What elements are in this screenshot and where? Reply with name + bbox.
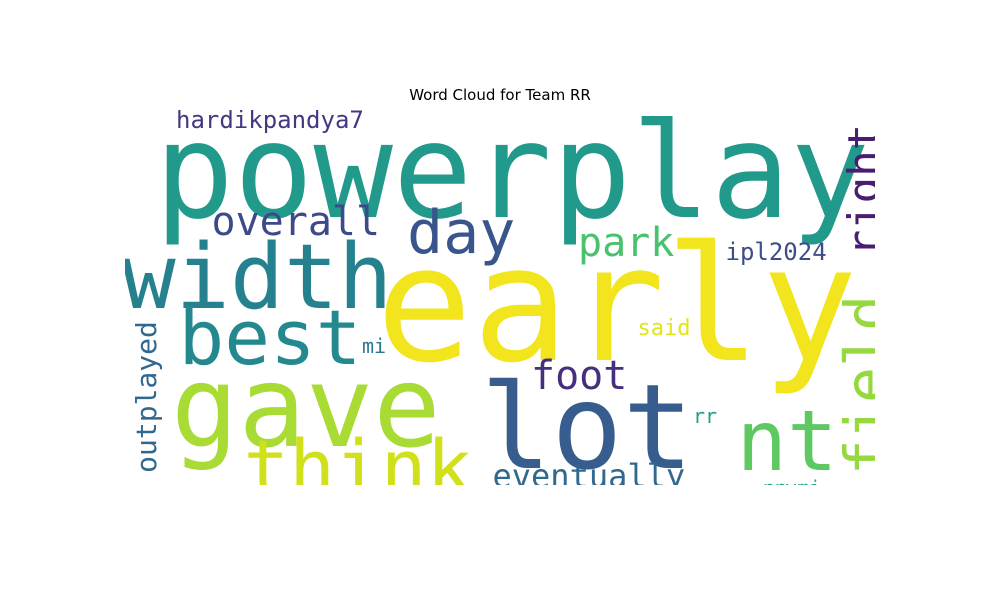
- word-cloud: powerplay early width gave lot best thin…: [125, 110, 875, 485]
- word-best: best: [178, 293, 362, 382]
- word-right: right: [839, 123, 875, 257]
- word-think: think: [243, 423, 473, 486]
- word-ipl2024: ipl2024: [725, 238, 827, 266]
- word-width: width: [125, 225, 393, 330]
- word-said: said: [637, 316, 691, 341]
- word-eventually: eventually: [492, 457, 686, 485]
- word-overall: overall: [211, 199, 381, 245]
- word-rr: rr: [693, 404, 718, 428]
- chart-title: Word Cloud for Team RR: [409, 86, 591, 104]
- word-park: park: [578, 220, 675, 266]
- word-early: early: [376, 211, 858, 398]
- word-nt: nt: [736, 392, 838, 485]
- word-field: field: [831, 294, 875, 476]
- word-lot: lot: [480, 358, 694, 485]
- word-outplayed: outplayed: [129, 321, 163, 473]
- word-powerplay: powerplay: [154, 110, 870, 249]
- word-foot: foot: [531, 353, 628, 399]
- word-rrvmi: rrvmi: [761, 478, 821, 485]
- word-gave: gave: [171, 343, 441, 473]
- word-mi: mi: [362, 334, 387, 358]
- word-day: day: [407, 198, 516, 268]
- word-hardikpandya7: hardikpandya7: [176, 110, 364, 134]
